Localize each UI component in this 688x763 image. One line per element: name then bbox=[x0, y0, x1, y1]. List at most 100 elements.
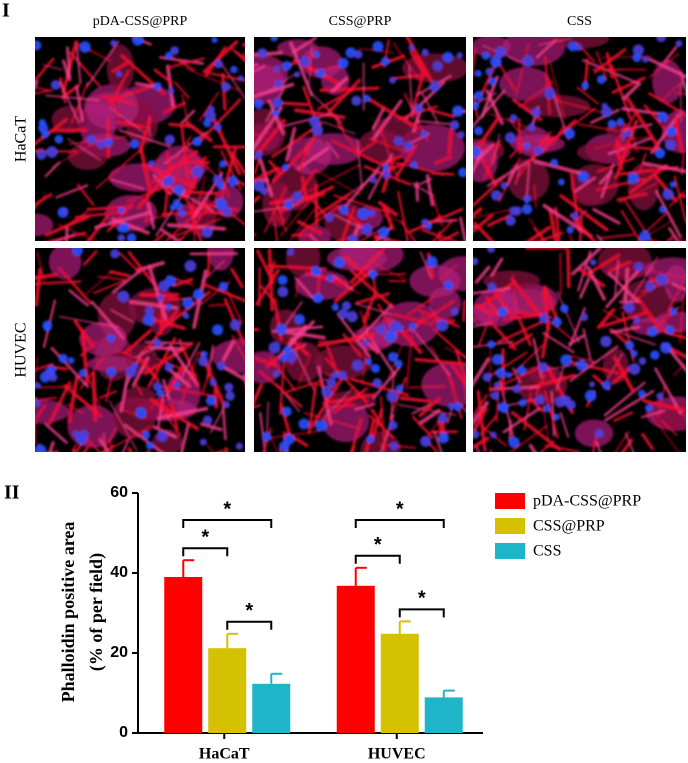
actin-fiber bbox=[61, 59, 70, 79]
nucleus bbox=[559, 304, 569, 313]
micrograph bbox=[35, 37, 245, 241]
actin-fiber bbox=[620, 209, 641, 241]
actin-fiber bbox=[433, 155, 453, 165]
actin-fiber bbox=[138, 145, 152, 192]
nucleus bbox=[538, 361, 549, 372]
nucleus bbox=[493, 381, 501, 388]
nucleus bbox=[601, 106, 613, 118]
nucleus bbox=[338, 370, 348, 381]
cell-cluster bbox=[51, 105, 89, 134]
significance-label: * bbox=[201, 526, 209, 548]
actin-fiber bbox=[559, 253, 562, 296]
nucleus bbox=[675, 40, 683, 48]
actin-fiber bbox=[459, 403, 466, 413]
actin-fiber bbox=[317, 89, 354, 111]
actin-fiber bbox=[357, 312, 371, 340]
nucleus bbox=[224, 382, 234, 392]
actin-fiber bbox=[659, 81, 683, 103]
nucleus bbox=[372, 41, 384, 53]
actin-fiber bbox=[74, 443, 83, 452]
actin-fiber bbox=[157, 394, 165, 429]
actin-fiber bbox=[188, 205, 203, 241]
actin-fiber bbox=[289, 41, 314, 97]
actin-fiber bbox=[473, 207, 483, 218]
actin-fiber bbox=[543, 390, 559, 440]
actin-fiber bbox=[282, 112, 335, 127]
nucleus bbox=[567, 41, 578, 52]
y-tick-label: 60 bbox=[110, 484, 128, 501]
nucleus bbox=[279, 353, 288, 362]
nucleus bbox=[47, 365, 57, 375]
nucleus bbox=[580, 313, 589, 322]
actin-fiber bbox=[574, 176, 596, 193]
actin-fiber bbox=[260, 285, 275, 302]
nucleus bbox=[360, 223, 373, 236]
actin-fiber bbox=[409, 50, 426, 75]
actin-fiber bbox=[673, 363, 686, 377]
micrograph-cells bbox=[35, 37, 245, 241]
actin-fiber bbox=[86, 40, 120, 88]
actin-fiber bbox=[199, 422, 223, 432]
nucleus bbox=[126, 233, 137, 241]
actin-fiber bbox=[95, 149, 141, 190]
nucleus bbox=[655, 273, 668, 286]
nucleus bbox=[426, 256, 438, 268]
nucleus bbox=[539, 313, 549, 324]
row-label: HaCaT bbox=[13, 116, 30, 162]
nucleus bbox=[634, 262, 644, 272]
nucleus bbox=[487, 282, 497, 292]
nucleus bbox=[277, 286, 289, 298]
nucleus bbox=[117, 225, 125, 233]
actin-fiber bbox=[368, 414, 395, 439]
actin-fiber bbox=[45, 94, 100, 101]
nucleus bbox=[487, 340, 496, 349]
nucleus bbox=[632, 53, 642, 63]
actin-fiber bbox=[611, 76, 646, 94]
nucleus bbox=[78, 429, 90, 441]
actin-fiber bbox=[613, 411, 634, 422]
nucleus bbox=[474, 126, 484, 136]
actin-fiber bbox=[223, 447, 229, 452]
micrograph-cells bbox=[473, 248, 686, 452]
nucleus bbox=[325, 213, 334, 222]
actin-fiber bbox=[444, 347, 466, 358]
actin-fiber bbox=[544, 361, 599, 371]
actin-fiber bbox=[678, 193, 686, 198]
actin-fiber bbox=[610, 325, 641, 334]
actin-fiber bbox=[650, 414, 679, 452]
actin-fiber bbox=[640, 432, 655, 451]
actin-fiber bbox=[432, 328, 466, 360]
nucleus bbox=[279, 441, 290, 452]
actin-fiber bbox=[604, 389, 655, 422]
nucleus bbox=[505, 371, 512, 379]
nucleus bbox=[277, 275, 288, 286]
nucleus bbox=[337, 308, 349, 320]
actin-fiber bbox=[535, 38, 557, 59]
actin-fiber bbox=[431, 194, 444, 228]
nucleus bbox=[183, 312, 190, 320]
actin-fiber bbox=[586, 265, 606, 301]
actin-fiber bbox=[571, 248, 602, 276]
actin-fiber bbox=[109, 439, 113, 452]
actin-fiber bbox=[231, 48, 245, 63]
actin-fiber bbox=[35, 397, 38, 405]
actin-fiber bbox=[473, 286, 511, 295]
actin-fiber bbox=[254, 383, 264, 406]
nucleus bbox=[370, 363, 380, 373]
actin-fiber bbox=[165, 151, 172, 170]
nucleus bbox=[286, 248, 295, 256]
cell-cluster bbox=[574, 419, 614, 448]
actin-fiber bbox=[151, 150, 199, 184]
nucleus bbox=[254, 150, 263, 160]
actin-fiber bbox=[591, 68, 647, 71]
actin-fiber bbox=[134, 342, 168, 359]
nucleus bbox=[162, 176, 173, 187]
nucleus bbox=[284, 199, 294, 210]
actin-fiber bbox=[490, 257, 504, 277]
nucleus bbox=[481, 51, 490, 60]
nucleus bbox=[518, 398, 527, 407]
nucleus bbox=[560, 354, 572, 366]
actin-fiber bbox=[197, 207, 228, 218]
actin-fiber bbox=[380, 396, 386, 452]
actin-fiber bbox=[254, 82, 295, 99]
